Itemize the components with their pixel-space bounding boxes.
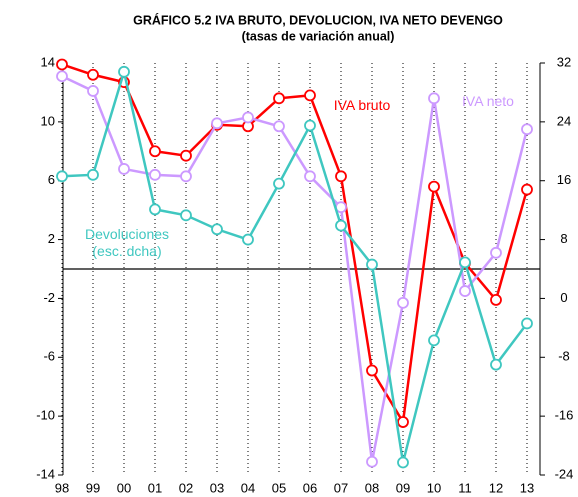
point [335, 170, 347, 183]
y2-tick-label: 8 [560, 231, 567, 246]
y2-tick-label: 32 [557, 54, 571, 69]
series-label: IVA neto [462, 93, 514, 109]
point [459, 285, 471, 297]
y2-tick-label: -8 [558, 349, 570, 364]
point [87, 68, 99, 81]
point [304, 119, 316, 132]
x-tick-label: 03 [210, 480, 224, 495]
chart-title: GRÁFICO 5.2 IVA BRUTO, DEVOLUCION, IVA N… [133, 12, 503, 27]
y-tick-label: -14 [36, 466, 55, 481]
point [149, 203, 161, 216]
x-tick-label: 04 [241, 480, 255, 495]
series-line [61, 75, 529, 462]
y-tick-label: 6 [48, 172, 55, 187]
y-tick-label: 2 [48, 231, 55, 246]
point [428, 180, 440, 193]
point [428, 334, 440, 347]
y2-tick-label: 0 [560, 290, 567, 305]
point [242, 233, 254, 246]
y2-tick-label: -16 [555, 408, 574, 423]
point [118, 163, 130, 175]
series-label: Devoluciones (esc. dcha) [84, 226, 170, 259]
x-tick-label: 99 [86, 480, 100, 495]
x-tick-label: 06 [303, 480, 317, 495]
series-label: IVA bruto [333, 97, 391, 113]
x-tick-label: 11 [458, 480, 472, 495]
x-tick-label: 00 [117, 480, 131, 495]
x-tick-label: 12 [489, 480, 503, 495]
point [366, 258, 378, 271]
point [56, 58, 68, 71]
point [366, 455, 378, 468]
point [273, 120, 285, 133]
point [490, 358, 502, 371]
point [180, 170, 192, 183]
point [87, 85, 99, 97]
point [459, 256, 471, 269]
point [397, 456, 409, 469]
chart-subtitle: (tasas de variación anual) [242, 29, 395, 43]
point [180, 209, 192, 222]
series-line [61, 63, 529, 426]
y-tick-label: 10 [41, 113, 55, 128]
point [490, 293, 502, 306]
x-tick-label: 10 [427, 480, 441, 495]
point [366, 364, 378, 377]
point [273, 92, 285, 105]
point [397, 296, 409, 309]
point [428, 92, 440, 105]
y-tick-label: -2 [43, 290, 55, 305]
x-tick-label: 13 [520, 480, 534, 495]
point [490, 246, 502, 259]
point [304, 89, 316, 102]
point [87, 168, 99, 181]
y2-tick-label: -24 [555, 466, 574, 481]
point [521, 183, 533, 196]
point [56, 70, 68, 83]
x-tick-label: 98 [55, 480, 69, 495]
y-tick-label: -6 [43, 349, 55, 364]
point [273, 177, 285, 190]
point [118, 65, 130, 78]
point [180, 149, 192, 162]
point [521, 317, 533, 330]
x-tick-label: 07 [334, 480, 348, 495]
point [335, 219, 347, 232]
y2-tick-label: 16 [557, 172, 571, 187]
series-line [61, 66, 528, 463]
x-tick-label: 09 [396, 480, 410, 495]
point [56, 170, 68, 183]
x-tick-label: 02 [179, 480, 193, 495]
point [242, 111, 254, 124]
y2-tick-label: 24 [557, 113, 571, 128]
x-tick-label: 08 [365, 480, 379, 495]
point [521, 123, 533, 136]
y-tick-label: 14 [41, 54, 55, 69]
point [397, 416, 409, 428]
point [149, 145, 161, 158]
x-tick-label: 01 [148, 480, 162, 495]
point [304, 170, 316, 183]
point [211, 117, 223, 130]
y-tick-label: -10 [36, 408, 55, 423]
x-tick-label: 05 [272, 480, 286, 495]
point [211, 223, 223, 236]
point [149, 168, 161, 181]
